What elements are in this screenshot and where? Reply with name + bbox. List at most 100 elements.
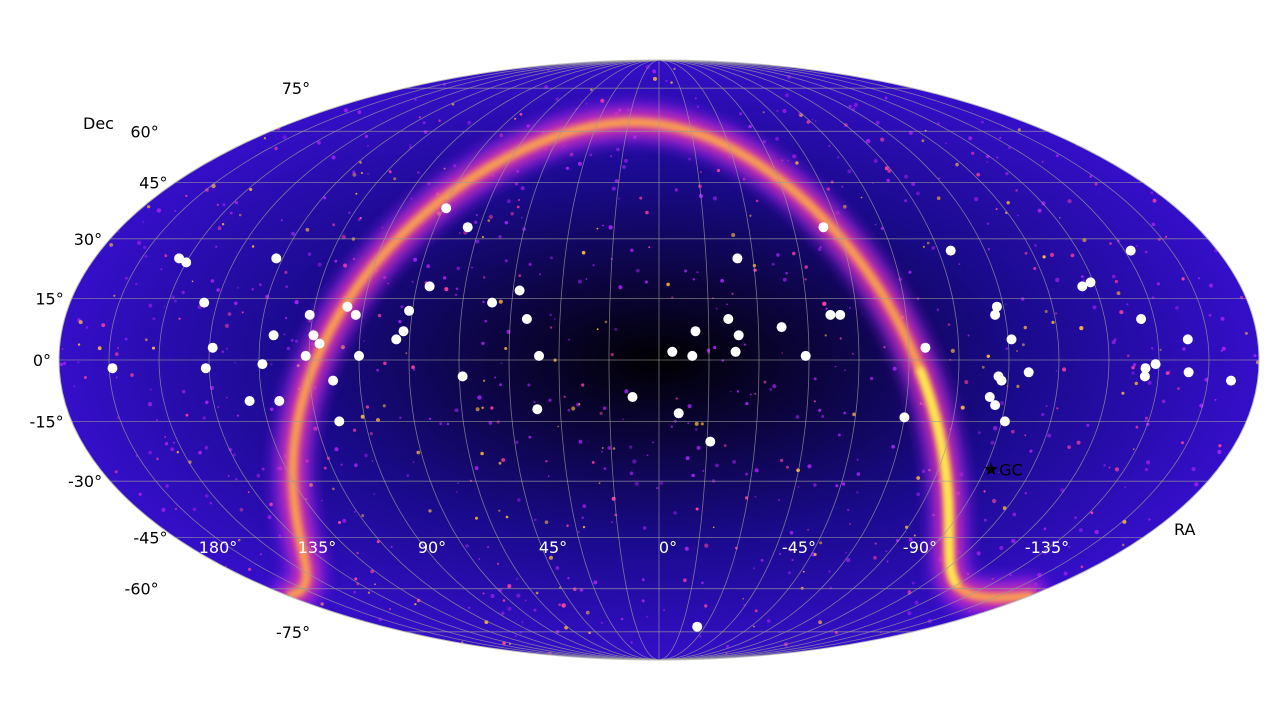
speckle [234, 200, 239, 205]
speckle [496, 420, 500, 424]
speckle [363, 340, 365, 343]
speckle [1090, 511, 1094, 515]
speckle [230, 211, 233, 215]
speckle [1062, 367, 1067, 372]
speckle [284, 316, 288, 320]
speckle [602, 224, 604, 227]
speckle [598, 482, 601, 485]
speckle [754, 609, 758, 613]
speckle [439, 422, 443, 426]
speckle [880, 137, 885, 142]
speckle [1017, 214, 1019, 217]
ra-tick-label: -135° [1025, 538, 1069, 557]
data-point [271, 253, 282, 264]
speckle [916, 191, 920, 196]
speckle [782, 277, 787, 282]
speckle [1126, 354, 1130, 358]
speckle [482, 300, 485, 304]
ra-gridline [658, 60, 1060, 660]
ra-gridline [658, 60, 1110, 660]
speckle [611, 521, 613, 523]
speckle [204, 494, 209, 498]
speckle [1022, 343, 1025, 347]
speckle [974, 197, 979, 202]
speckle [225, 565, 228, 567]
speckle [232, 453, 236, 457]
speckle [412, 461, 415, 464]
speckle [205, 188, 209, 192]
speckle [1056, 154, 1059, 158]
speckle [814, 120, 817, 122]
speckle [467, 120, 472, 125]
speckle [726, 303, 728, 306]
dec-tick-label: -60° [125, 580, 159, 599]
speckle [1150, 191, 1154, 195]
speckle [411, 280, 414, 283]
speckle [1177, 387, 1180, 391]
speckle [332, 223, 336, 227]
speckle [841, 482, 846, 486]
speckle [641, 578, 645, 582]
speckle [165, 484, 169, 488]
speckle [225, 347, 229, 350]
speckle [148, 450, 152, 455]
speckle [390, 546, 393, 548]
speckle [143, 245, 147, 250]
speckle [663, 609, 666, 612]
speckle [785, 271, 788, 275]
speckle [235, 478, 238, 481]
speckle [1005, 172, 1009, 176]
speckle [887, 169, 891, 173]
speckle [671, 296, 674, 299]
speckle [413, 257, 418, 262]
speckle [813, 400, 817, 403]
speckle [1094, 529, 1099, 535]
speckle [852, 412, 856, 417]
dec-tick-label: -75° [276, 623, 310, 642]
speckle [843, 411, 847, 415]
speckle [221, 350, 224, 353]
ra-gridline [158, 60, 660, 660]
dec-tick-label: 0° [33, 351, 51, 370]
speckle [259, 553, 263, 556]
speckle [731, 233, 736, 237]
speckle [487, 219, 491, 222]
speckle [983, 490, 986, 493]
speckle [360, 414, 365, 419]
speckle [399, 416, 402, 419]
speckle [1016, 384, 1020, 388]
speckle [1220, 316, 1225, 321]
speckle [514, 635, 518, 638]
speckle [549, 555, 553, 560]
speckle [259, 283, 262, 287]
speckle [834, 630, 839, 635]
speckle [234, 301, 238, 306]
speckle [818, 620, 822, 625]
speckle [282, 135, 287, 140]
speckle [981, 365, 985, 369]
ra-tick-labels: 180° 135° 90° 45° 0° -45° -90° -135° 180° [199, 538, 1185, 557]
speckle [781, 352, 784, 354]
speckle [554, 318, 556, 320]
data-point [1182, 334, 1193, 345]
speckle [849, 307, 851, 309]
data-point [207, 342, 218, 353]
data-point [174, 253, 185, 264]
speckle [767, 619, 771, 623]
speckle [192, 507, 197, 512]
speckle [578, 403, 581, 406]
speckle [792, 154, 797, 159]
speckle [986, 161, 989, 163]
speckle [342, 518, 347, 523]
speckle [776, 253, 780, 257]
speckle [846, 558, 851, 563]
speckle [227, 475, 230, 477]
speckle [117, 230, 120, 233]
data-point [107, 363, 118, 374]
speckle [204, 445, 209, 450]
speckle [685, 456, 690, 461]
speckle [544, 520, 549, 524]
speckle [294, 300, 299, 305]
speckle [285, 285, 289, 289]
ra-gridline [208, 60, 660, 660]
